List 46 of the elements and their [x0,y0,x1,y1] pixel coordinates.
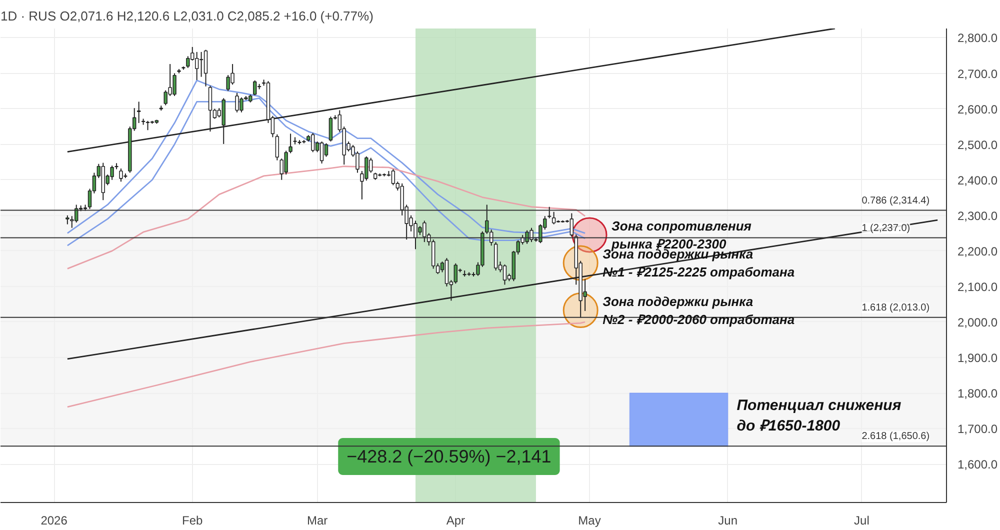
candlestick [552,211,556,225]
candlestick [284,150,288,176]
candlestick [146,120,150,131]
ref-line-label: 0.786 (2,314.4) [862,195,930,206]
x-tick-label: Feb [182,514,204,528]
candlestick [136,101,141,124]
candlestick [204,49,208,87]
x-tick-label: Jun [718,514,738,528]
candlestick [208,85,212,132]
y-tick-label: 1,900.0 [958,351,998,366]
y-tick-label: 2,400.0 [958,173,998,188]
candlestick [328,116,333,142]
candlestick [186,56,190,68]
y-tick-label: 2,100.0 [958,280,998,294]
y-tick-label: 2,000.0 [958,315,998,330]
y-tick-label: 1,800.0 [958,386,998,401]
y-tick-label: 2,200.0 [958,244,998,258]
candlestick [444,258,449,287]
y-tick-label: 2,300.0 [958,208,998,223]
x-tick-label: Apr [446,514,465,528]
ref-line-label: 1.618 (2,013.0) [862,302,930,314]
x-tick-label: May [578,514,601,528]
candlestick [391,168,396,186]
x-tick-label: Jul [854,514,870,528]
y-tick-label: 2,700.0 [958,66,998,81]
ref-line-label: 1 (2,237.0) [862,222,910,234]
candlestick [502,264,507,286]
candlestick [253,80,257,96]
candlestick [320,140,324,164]
candlestick [194,51,199,81]
candlestick [494,242,498,271]
candlestick [570,212,574,238]
candlestick [275,134,280,161]
candlestick [324,142,328,158]
candlestick [288,133,292,154]
band-label: −428.2 (−20.59%) −2,141 [346,446,552,466]
x-tick-label: Mar [306,514,328,528]
y-tick-label: 2,600.0 [958,102,998,116]
y-tick-label: 2,500.0 [958,138,998,152]
y-tick-label: 2,800.0 [958,31,998,46]
y-tick-label: 1,600.0 [958,458,998,472]
candlestick [199,51,204,78]
x-tick-label: 2026 [40,514,68,528]
y-tick-label: 1,700.0 [958,422,998,436]
candlestick [548,206,552,219]
chart-title: 1D · RUS O2,071.6 H2,120.6 L2,031.0 C2,085.2 +16.0 (+0.77%) [0,8,374,24]
